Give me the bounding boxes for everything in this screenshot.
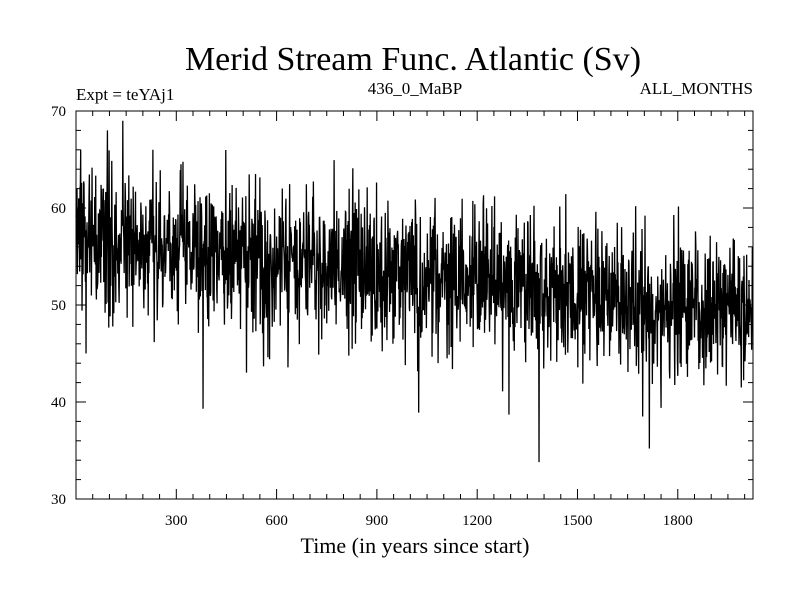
- x-axis-label: Time (in years since start): [301, 533, 530, 558]
- x-tick-label: 1500: [562, 513, 592, 529]
- y-tick-label: 50: [51, 298, 66, 314]
- x-tick-label: 1200: [462, 513, 492, 529]
- ticks-group: 300 600 900 1200 1500 1800 30 40 50 60 70: [51, 104, 753, 529]
- x-tick-label: 600: [265, 513, 288, 529]
- x-tick-label: 1800: [663, 513, 693, 529]
- y-tick-label: 60: [51, 201, 66, 217]
- y-tick-label: 40: [51, 395, 66, 411]
- series-line-0: [75, 120, 754, 463]
- months-label: ALL_MONTHS: [640, 79, 753, 98]
- experiment-label: Expt = teYAj1: [76, 85, 174, 104]
- chart-title: Merid Stream Func. Atlantic (Sv): [185, 41, 641, 78]
- plot-frame: [75, 110, 754, 500]
- x-tick-label: 900: [366, 513, 389, 529]
- y-tick-label: 30: [51, 492, 66, 508]
- y-tick-label: 70: [51, 104, 66, 120]
- period-label: 436_0_MaBP: [368, 79, 462, 98]
- x-tick-label: 300: [165, 513, 188, 529]
- series-group: [75, 120, 754, 463]
